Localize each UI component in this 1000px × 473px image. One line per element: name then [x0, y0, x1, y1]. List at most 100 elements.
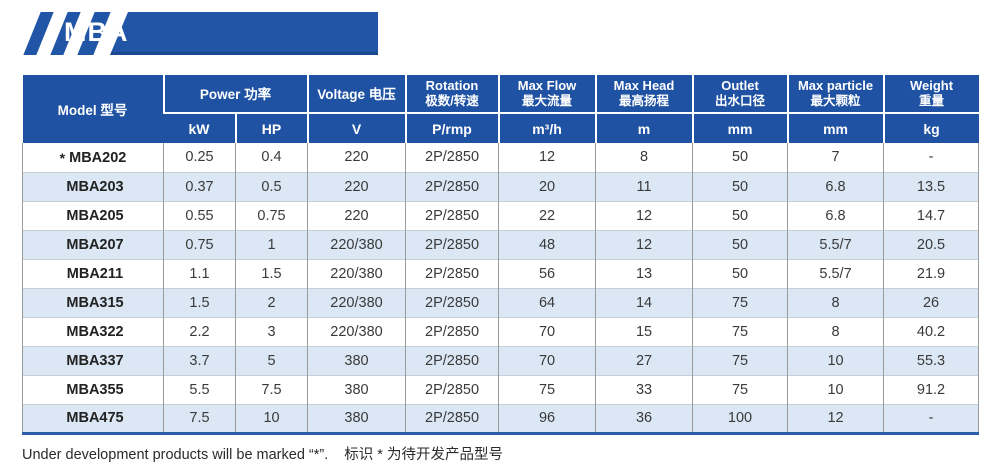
table-body: * MBA202 0.25 0.4 220 2P/2850 12 8 50 7 -… — [22, 143, 980, 433]
value-cell: 15 — [595, 316, 693, 346]
value-cell: 2P/2850 — [405, 345, 499, 375]
value-cell: 91.2 — [883, 374, 980, 404]
value-cell: 96 — [498, 403, 596, 433]
unit-mm-particle: mm — [786, 112, 884, 143]
model-cell: MBA211 — [22, 258, 164, 288]
table-row: MBA205 0.55 0.75 220 2P/2850 22 12 50 6.… — [22, 200, 980, 230]
value-cell: 21.9 — [883, 258, 980, 288]
value-cell: 64 — [498, 287, 596, 317]
value-cell: 12 — [787, 403, 884, 433]
value-cell: 0.75 — [163, 229, 236, 259]
value-cell: 0.55 — [163, 200, 236, 230]
value-cell: 48 — [498, 229, 596, 259]
value-cell: 6.8 — [787, 200, 884, 230]
value-cell: 220/380 — [307, 258, 406, 288]
table-row: * MBA202 0.25 0.4 220 2P/2850 12 8 50 7 - — [22, 143, 980, 172]
value-cell: 75 — [692, 316, 788, 346]
value-cell: 75 — [498, 374, 596, 404]
value-cell: - — [883, 403, 980, 433]
value-cell: 8 — [787, 316, 884, 346]
value-cell: 10 — [234, 403, 308, 433]
value-cell: 220 — [307, 171, 406, 201]
value-cell: 2P/2850 — [405, 316, 499, 346]
value-cell: 2P/2850 — [405, 374, 499, 404]
header-max-head: Max Head 最高扬程 — [594, 75, 693, 113]
value-cell: 70 — [498, 316, 596, 346]
model-cell: MBA315 — [22, 287, 164, 317]
value-cell: 1 — [234, 229, 308, 259]
model-cell: MBA337 — [22, 345, 164, 375]
value-cell: 56 — [498, 258, 596, 288]
table-row: MBA337 3.7 5 380 2P/2850 70 27 75 10 55.… — [22, 345, 980, 375]
value-cell: 0.5 — [234, 171, 308, 201]
header-model: Model 型号 — [22, 75, 164, 143]
value-cell: 12 — [595, 200, 693, 230]
value-cell: 2P/2850 — [405, 287, 499, 317]
unit-mm-outlet: mm — [691, 112, 788, 143]
banner-background — [110, 12, 378, 55]
header-max-particle: Max particle 最大颗粒 — [786, 75, 884, 113]
value-cell: 70 — [498, 345, 596, 375]
value-cell: 1.5 — [234, 258, 308, 288]
value-cell: - — [883, 143, 980, 172]
value-cell: 220/380 — [307, 287, 406, 317]
value-cell: 7.5 — [163, 403, 236, 433]
model-name: MBA211 — [66, 265, 124, 282]
table-row: MBA211 1.1 1.5 220/380 2P/2850 56 13 50 … — [22, 258, 980, 288]
table-row: MBA355 5.5 7.5 380 2P/2850 75 33 75 10 9… — [22, 374, 980, 404]
value-cell: 220 — [307, 200, 406, 230]
value-cell: 6.8 — [787, 171, 884, 201]
value-cell: 8 — [787, 287, 884, 317]
value-cell: 8 — [595, 143, 693, 172]
series-title: MBA — [64, 17, 129, 47]
series-banner: MBA — [22, 12, 378, 55]
model-cell: MBA203 — [22, 171, 164, 201]
value-cell: 50 — [692, 258, 788, 288]
value-cell: 20 — [498, 171, 596, 201]
value-cell: 40.2 — [883, 316, 980, 346]
model-name: MBA322 — [66, 323, 124, 340]
footnote-english: Under development products will be marke… — [22, 446, 329, 463]
value-cell: 50 — [692, 200, 788, 230]
header-outlet: Outlet 出水口径 — [691, 75, 788, 113]
value-cell: 3.7 — [163, 345, 236, 375]
value-cell: 50 — [692, 171, 788, 201]
model-name: MBA337 — [66, 352, 124, 369]
value-cell: 220 — [307, 143, 406, 172]
under-development-marker: * — [59, 149, 66, 166]
value-cell: 7.5 — [234, 374, 308, 404]
value-cell: 36 — [595, 403, 693, 433]
unit-kg: kg — [882, 112, 979, 143]
value-cell: 14.7 — [883, 200, 980, 230]
value-cell: 2P/2850 — [405, 200, 499, 230]
unit-hp: HP — [234, 112, 308, 143]
model-name: MBA475 — [66, 410, 124, 426]
value-cell: 50 — [692, 143, 788, 172]
value-cell: 2.2 — [163, 316, 236, 346]
model-name: MBA205 — [66, 207, 124, 224]
header-rotation: Rotation 极数/转速 — [404, 75, 499, 113]
value-cell: 2 — [234, 287, 308, 317]
value-cell: 0.4 — [234, 143, 308, 172]
value-cell: 12 — [595, 229, 693, 259]
value-cell: 12 — [498, 143, 596, 172]
value-cell: 1.5 — [163, 287, 236, 317]
table-row: MBA207 0.75 1 220/380 2P/2850 48 12 50 5… — [22, 229, 980, 259]
value-cell: 7 — [787, 143, 884, 172]
value-cell: 14 — [595, 287, 693, 317]
value-cell: 220/380 — [307, 229, 406, 259]
value-cell: 1.1 — [163, 258, 236, 288]
header-voltage: Voltage 电压 — [306, 75, 406, 113]
value-cell: 100 — [692, 403, 788, 433]
value-cell: 0.37 — [163, 171, 236, 201]
value-cell: 26 — [883, 287, 980, 317]
header-max-flow: Max Flow 最大流量 — [497, 75, 596, 113]
footnote-chinese: 标识 * 为待开发产品型号 — [344, 446, 503, 463]
table-row: MBA475 7.5 10 380 2P/2850 96 36 100 12 - — [22, 403, 980, 433]
value-cell: 5 — [234, 345, 308, 375]
value-cell: 0.25 — [163, 143, 236, 172]
model-cell: MBA205 — [22, 200, 164, 230]
value-cell: 2P/2850 — [405, 403, 499, 433]
banner-stripe — [23, 12, 54, 55]
